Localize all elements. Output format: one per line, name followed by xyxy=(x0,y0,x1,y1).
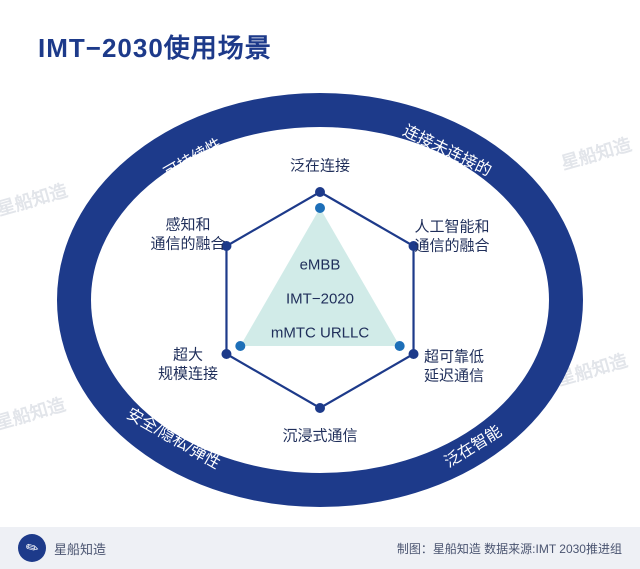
hex-label: 泛在连接 xyxy=(290,158,350,177)
diagram-stage: 可持续性连接未连接的安全/隐私/弹性泛在智能 泛在连接人工智能和通信的融合超可靠… xyxy=(40,85,600,515)
center-text: IMT−2020 xyxy=(286,291,354,308)
hex-label: 超大规模连接 xyxy=(158,346,218,384)
footer-brand: ✎ 星船知造 xyxy=(18,534,106,562)
canvas: IMT−2030使用场景 星船知造星船知造星船知造星船知造 可持续性连接未连接的… xyxy=(0,0,640,569)
hex-label: 人工智能和通信的融合 xyxy=(414,218,489,256)
brand-name: 星船知造 xyxy=(54,539,106,558)
center-text: mMTC URLLC xyxy=(271,325,369,342)
footer: ✎ 星船知造 制图：星船知造 数据来源:IMT 2030推进组 xyxy=(0,527,640,569)
brand-logo-icon: ✎ xyxy=(18,534,46,562)
hex-label: 沉浸式通信 xyxy=(282,428,357,447)
page-title: IMT−2030使用场景 xyxy=(38,28,272,65)
center-text: eMBB xyxy=(300,257,341,274)
hex-label: 感知和通信的融合 xyxy=(150,216,225,254)
footer-credits: 制图：星船知造 数据来源:IMT 2030推进组 xyxy=(397,540,622,557)
hex-label: 超可靠低延迟通信 xyxy=(424,348,484,386)
